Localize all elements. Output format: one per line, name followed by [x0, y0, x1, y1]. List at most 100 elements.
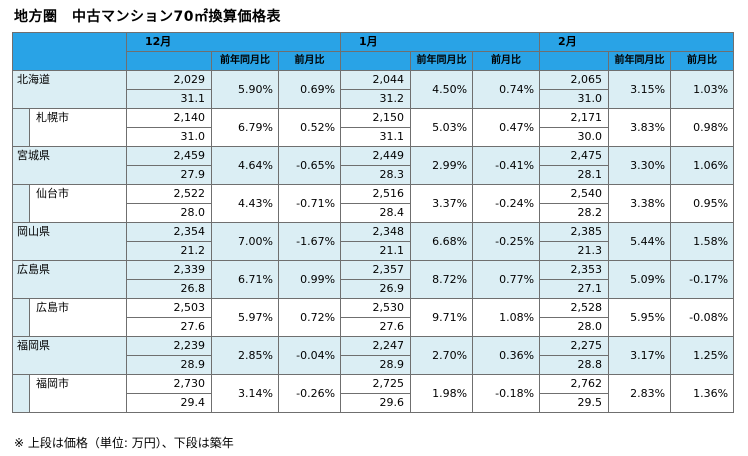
yoy-cell: 5.44%	[608, 222, 672, 261]
yoy-cell: 5.90%	[211, 70, 279, 109]
yoy-cell: 5.95%	[608, 298, 672, 337]
table-row: 北海道 2,029 5.90% 0.69% 2,044 4.50% 0.74% 2,065 3.…	[12, 70, 735, 109]
mom-cell: 0.95%	[670, 184, 735, 223]
price-cell: 2,475	[539, 146, 610, 166]
table-row: 福岡市 2,730 3.14% -0.26% 2,725 1.98% -0.18% 2,762…	[12, 374, 735, 413]
table-row: 岡山県 2,354 7.00% -1.67% 2,348 6.68% -0.25% 2,385…	[12, 222, 735, 261]
indent-spacer	[12, 374, 30, 413]
mom-header: 前月比	[472, 51, 541, 71]
mom-cell: 1.06%	[670, 146, 735, 185]
yoy-cell: 2.83%	[608, 374, 672, 413]
mom-cell: -0.25%	[472, 222, 541, 261]
yoy-cell: 3.38%	[608, 184, 672, 223]
age-cell: 27.6	[340, 317, 412, 337]
city-name: 札幌市	[29, 108, 127, 147]
mom-cell: 0.99%	[277, 260, 342, 299]
age-cell: 31.2	[340, 89, 412, 109]
table-row: 宮城県 2,459 4.64% -0.65% 2,449 2.99% -0.41% 2,475…	[12, 146, 735, 185]
table-title: 地方圏 中古マンション70㎡換算価格表	[14, 9, 281, 25]
yoy-header: 前年同月比	[608, 51, 672, 71]
table-body: 北海道 2,029 5.90% 0.69% 2,044 4.50% 0.74% 2,065 3.…	[12, 70, 735, 413]
age-cell: 31.0	[126, 127, 212, 147]
table-row: 31.1 31.2 31.0	[13, 89, 734, 109]
table-row: 27.9 28.3 28.1	[13, 165, 734, 185]
yoy-cell: 3.37%	[410, 184, 474, 223]
table-row: 21.2 21.1 21.3	[13, 241, 734, 261]
mom-cell: 0.72%	[277, 298, 342, 337]
price-cell: 2,540	[539, 184, 610, 204]
table-row: 広島市 2,503 5.97% 0.72% 2,530 9.71% 1.08% 2,528 5.…	[12, 298, 735, 337]
price-cell: 2,503	[126, 298, 212, 318]
mom-cell: 0.47%	[472, 108, 541, 147]
table-row: 仙台市 2,522 4.43% -0.71% 2,516 3.37% -0.24% 2,540…	[12, 184, 735, 223]
indent-spacer	[12, 184, 30, 223]
table-row: 29.4 29.6 29.5	[13, 393, 734, 413]
price-cell: 2,522	[126, 184, 212, 204]
prefecture-name: 宮城県	[12, 146, 127, 185]
mom-cell: 1.58%	[670, 222, 735, 261]
mom-cell: -0.08%	[670, 298, 735, 337]
yoy-cell: 5.97%	[211, 298, 279, 337]
yoy-cell: 8.72%	[410, 260, 474, 299]
price-cell: 2,449	[340, 146, 412, 166]
age-cell: 21.2	[126, 241, 212, 261]
corner-cell	[12, 32, 127, 71]
yoy-cell: 5.09%	[608, 260, 672, 299]
month-header: 12月	[125, 32, 342, 52]
age-cell: 28.9	[126, 355, 212, 375]
yoy-cell: 3.17%	[608, 336, 672, 375]
price-cell: 2,516	[340, 184, 412, 204]
mom-header: 前月比	[670, 51, 735, 71]
mom-header: 前月比	[277, 51, 342, 71]
mom-cell: 0.52%	[277, 108, 342, 147]
table-row: 28.9 28.9 28.8	[13, 355, 734, 375]
mom-cell: 1.25%	[670, 336, 735, 375]
table-row: 27.6 27.6 28.0	[13, 317, 734, 337]
city-name: 広島市	[29, 298, 127, 337]
city-name: 仙台市	[29, 184, 127, 223]
price-cell: 2,762	[539, 374, 610, 394]
yoy-cell: 3.14%	[211, 374, 279, 413]
table-row: 福岡県 2,239 2.85% -0.04% 2,247 2.70% 0.36% 2,275 3…	[12, 336, 735, 375]
yoy-cell: 3.30%	[608, 146, 672, 185]
age-cell: 28.4	[340, 203, 412, 223]
yoy-cell: 2.99%	[410, 146, 474, 185]
age-cell: 28.0	[539, 317, 610, 337]
mom-cell: 0.36%	[472, 336, 541, 375]
mom-cell: -0.17%	[670, 260, 735, 299]
table-row: 31.0 31.1 30.0	[13, 127, 734, 147]
mom-cell: -0.18%	[472, 374, 541, 413]
age-cell: 29.4	[126, 393, 212, 413]
table-row: 28.0 28.4 28.2	[13, 203, 734, 223]
mom-cell: -0.65%	[277, 146, 342, 185]
price-cell: 2,385	[539, 222, 610, 242]
yoy-cell: 3.83%	[608, 108, 672, 147]
yoy-cell: 6.71%	[211, 260, 279, 299]
age-cell: 28.3	[340, 165, 412, 185]
subheader-row: 前年同月比 前月比 前年同月比 前月比 前年同月比 前月比	[13, 51, 735, 71]
age-cell: 28.0	[126, 203, 212, 223]
prefecture-name: 福岡県	[12, 336, 127, 375]
age-cell: 31.1	[126, 89, 212, 109]
yoy-cell: 4.43%	[211, 184, 279, 223]
mom-cell: -0.24%	[472, 184, 541, 223]
prefecture-name: 広島県	[12, 260, 127, 299]
price-cell: 2,065	[539, 70, 610, 90]
yoy-cell: 1.98%	[410, 374, 474, 413]
price-cell: 2,725	[340, 374, 412, 394]
mom-cell: -0.71%	[277, 184, 342, 223]
table-row: 広島県 2,339 6.71% 0.99% 2,357 8.72% 0.77% 2,353 5.…	[12, 260, 735, 299]
price-cell: 2,171	[539, 108, 610, 128]
age-cell: 31.0	[539, 89, 610, 109]
age-cell: 26.9	[340, 279, 412, 299]
mom-cell: -1.67%	[277, 222, 342, 261]
mom-cell: 1.08%	[472, 298, 541, 337]
month-header: 2月	[539, 32, 735, 52]
age-cell: 27.1	[539, 279, 610, 299]
yoy-cell: 6.68%	[410, 222, 474, 261]
prefecture-name: 岡山県	[12, 222, 127, 261]
yoy-cell: 4.50%	[410, 70, 474, 109]
mom-cell: 1.36%	[670, 374, 735, 413]
price-table: 12月 1月 2月 前年同月比 前月比 前年同月比 前月比 前年同月比 前月比 …	[12, 32, 735, 413]
price-cell: 2,247	[340, 336, 412, 356]
